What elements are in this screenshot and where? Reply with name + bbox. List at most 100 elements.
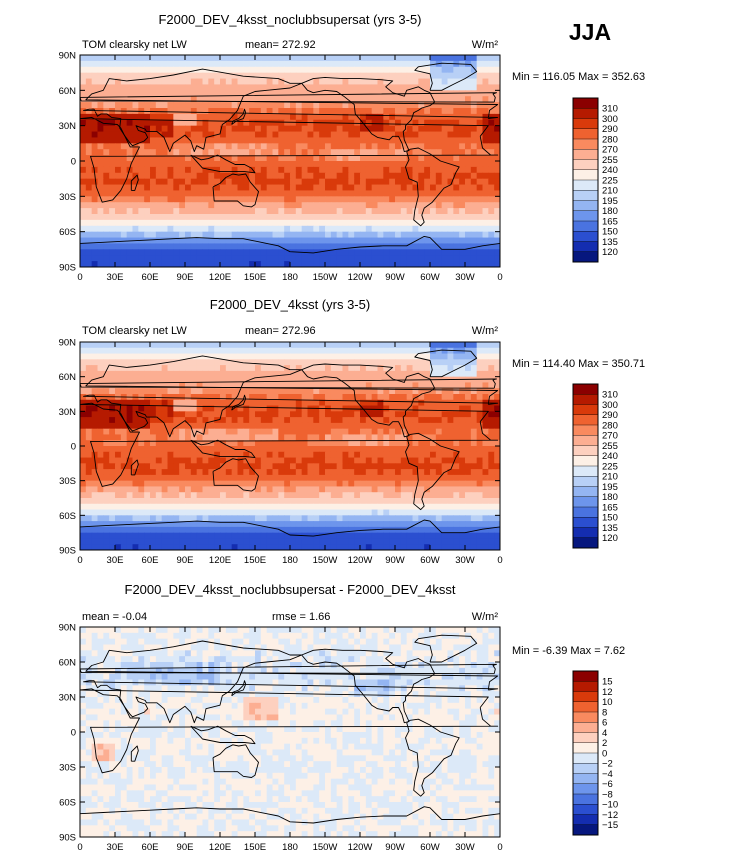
map-cell <box>412 196 419 203</box>
map-cell <box>395 382 402 389</box>
map-cell <box>85 143 93 150</box>
map-cell <box>225 225 233 233</box>
map-cell <box>202 486 209 493</box>
map-cell <box>430 469 437 476</box>
map-cell <box>185 231 192 239</box>
map-cell <box>155 208 163 215</box>
map-cell <box>231 72 239 80</box>
map-cell <box>406 359 414 366</box>
map-cell <box>243 422 250 430</box>
map-cell <box>290 178 297 186</box>
map-cell <box>441 440 449 447</box>
map-cell <box>325 84 332 91</box>
map-cell <box>243 388 250 395</box>
map-cell <box>348 370 355 378</box>
map-cell <box>126 149 134 156</box>
map-cell <box>383 202 390 209</box>
map-cell <box>377 388 384 395</box>
map-cell <box>307 428 314 436</box>
map-cell <box>115 434 122 441</box>
map-cell <box>155 202 163 209</box>
map-cell <box>470 428 478 436</box>
map-cell <box>383 388 390 395</box>
map-cell <box>255 125 262 133</box>
map-cell <box>395 503 402 511</box>
map-cell <box>313 422 320 430</box>
map-cell <box>371 515 379 522</box>
map-cell <box>231 190 239 197</box>
map-cell <box>354 394 361 401</box>
map-cell <box>284 521 291 528</box>
map-cell <box>85 486 93 493</box>
map-cell <box>208 243 215 250</box>
map-cell <box>354 440 361 447</box>
map-cell <box>179 60 186 68</box>
map-cell <box>307 521 314 528</box>
map-cell <box>214 388 221 395</box>
map-cell <box>284 172 291 180</box>
map-cell <box>301 440 309 447</box>
map-cell <box>494 214 500 221</box>
map-cell <box>354 376 361 384</box>
map-cell <box>249 480 256 488</box>
map-cell <box>266 480 274 488</box>
map-cell <box>441 119 449 127</box>
map-cell <box>237 102 244 109</box>
map-cell <box>447 486 454 493</box>
map-cell <box>249 90 256 97</box>
map-cell <box>103 394 110 401</box>
map-cell <box>476 214 484 221</box>
map-cell <box>313 172 320 180</box>
map-cell <box>412 78 419 86</box>
map-cell <box>138 231 145 239</box>
map-cell <box>85 347 93 355</box>
map-cell <box>319 231 326 239</box>
map-cell <box>109 515 116 522</box>
map-cell <box>424 503 431 511</box>
map-cell <box>371 196 379 203</box>
map-cell <box>313 237 320 245</box>
map-cell <box>482 498 489 505</box>
map-cell <box>91 359 99 366</box>
map-cell <box>290 342 297 349</box>
map-cell <box>179 405 186 412</box>
map-cell <box>115 411 122 418</box>
map-cell <box>109 370 116 378</box>
map-cell <box>278 137 285 144</box>
map-cell <box>360 417 367 424</box>
map-cell <box>354 388 361 395</box>
map-cell <box>190 166 198 174</box>
map-cell <box>494 55 500 62</box>
map-cell <box>138 184 145 192</box>
map-cell <box>185 161 192 168</box>
map-cell <box>249 178 256 186</box>
map-cell <box>430 399 437 407</box>
map-cell <box>412 243 419 250</box>
map-cell <box>313 509 320 516</box>
map-cell <box>266 225 274 233</box>
map-cell <box>418 394 425 401</box>
map-cell <box>482 388 489 395</box>
map-cell <box>167 434 174 441</box>
map-cell <box>365 405 373 412</box>
map-cell <box>325 72 332 80</box>
map-cell <box>348 72 355 80</box>
map-cell <box>208 440 215 447</box>
map-cell <box>342 353 349 360</box>
map-cell <box>214 102 221 109</box>
map-cell <box>155 353 163 360</box>
map-cell <box>97 376 104 384</box>
map-cell <box>91 255 99 262</box>
map-cell <box>330 219 338 227</box>
map-cell <box>260 428 268 436</box>
map-cell <box>150 353 157 360</box>
map-cell <box>430 184 437 192</box>
map-cell <box>319 434 326 441</box>
map-cell <box>354 411 361 418</box>
map-cell <box>220 498 227 505</box>
map-cell <box>395 102 402 109</box>
map-cell <box>266 108 274 115</box>
map-cell <box>138 214 145 221</box>
map-cell <box>80 509 87 516</box>
map-cell <box>179 214 186 221</box>
